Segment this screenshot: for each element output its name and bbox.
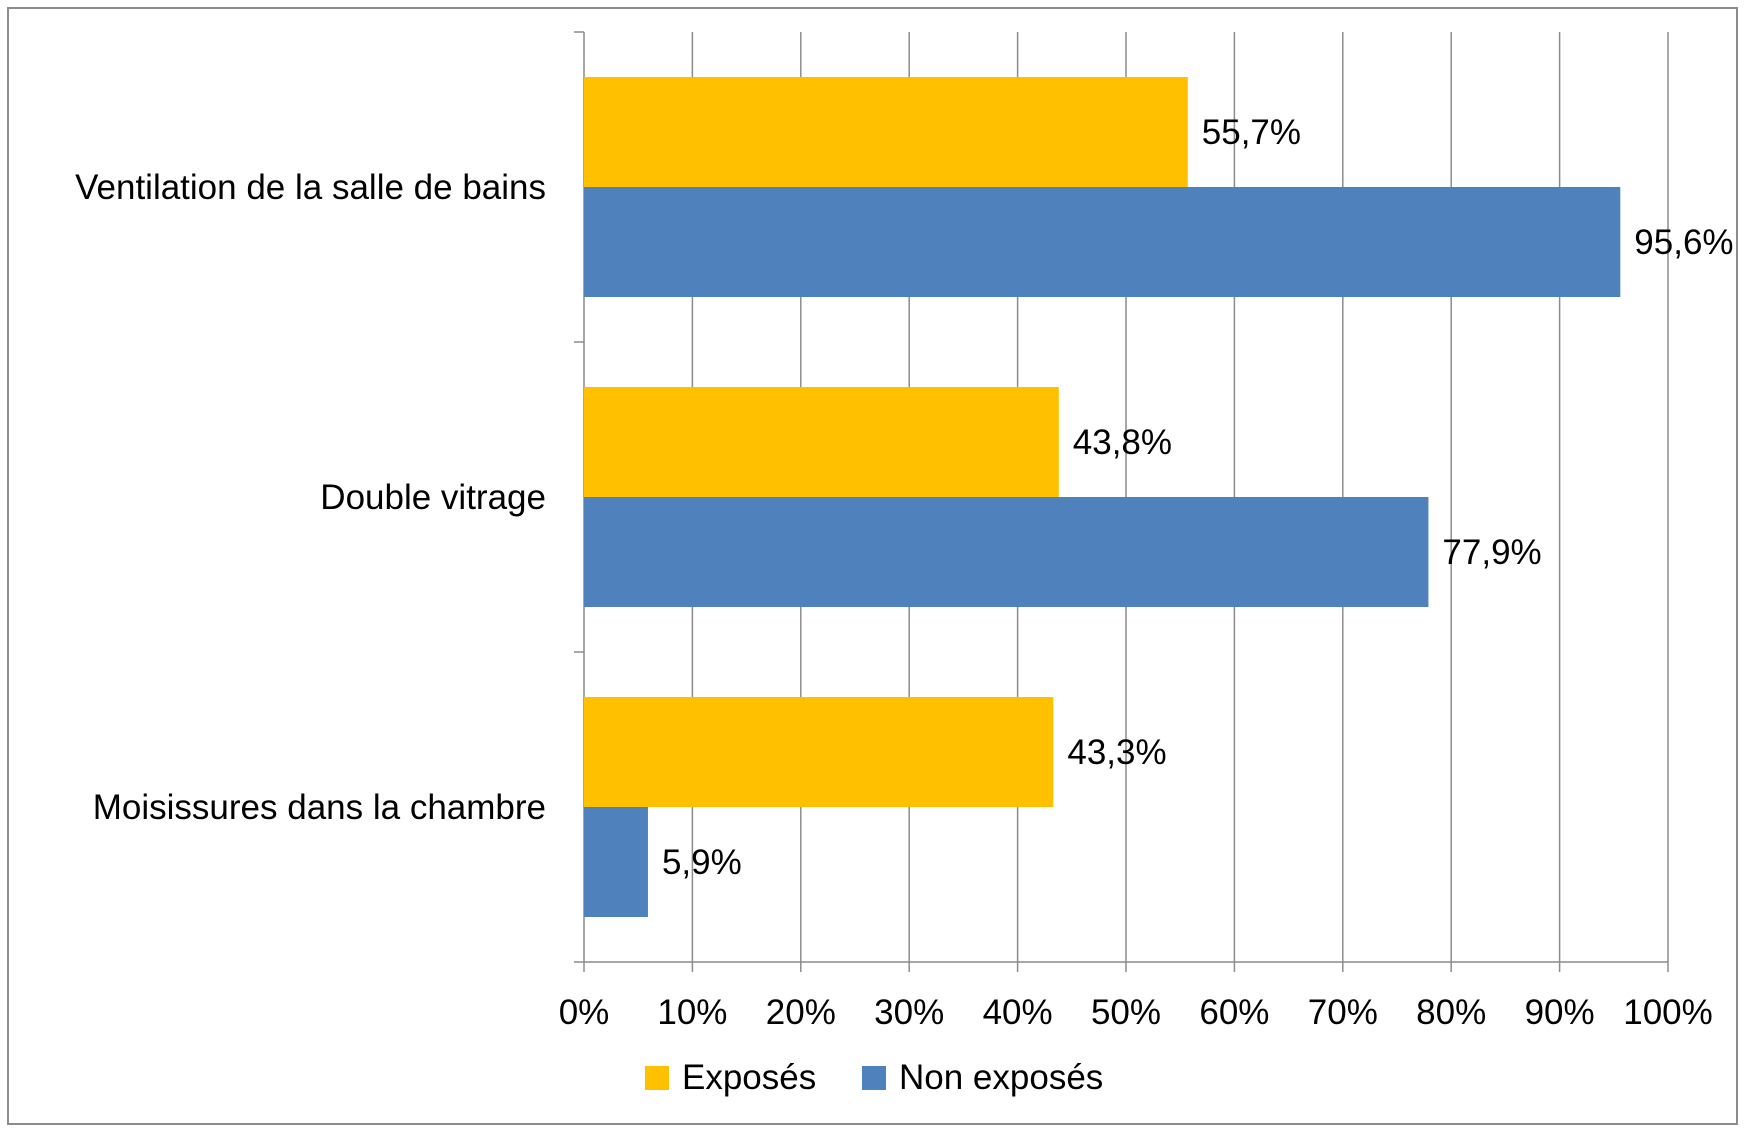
legend-swatch bbox=[862, 1066, 886, 1090]
category-label: Moisissures dans la chambre bbox=[93, 788, 546, 827]
bar-exposes bbox=[584, 387, 1059, 497]
category-label: Ventilation de la salle de bains bbox=[75, 168, 546, 207]
legend-swatch bbox=[645, 1066, 669, 1090]
x-tick-label: 100% bbox=[1623, 993, 1713, 1032]
bar-exposes bbox=[584, 77, 1188, 187]
x-tick-label: 40% bbox=[983, 993, 1053, 1032]
data-label: 77,9% bbox=[1442, 533, 1541, 572]
data-label: 55,7% bbox=[1202, 113, 1301, 152]
category-label: Double vitrage bbox=[320, 478, 546, 517]
legend-label: Non exposés bbox=[899, 1058, 1103, 1097]
x-tick-label: 10% bbox=[657, 993, 727, 1032]
data-label: 95,6% bbox=[1634, 223, 1733, 262]
x-tick-label: 30% bbox=[874, 993, 944, 1032]
bar-exposes bbox=[584, 697, 1054, 807]
x-tick-label: 50% bbox=[1091, 993, 1161, 1032]
bar-non-exposes bbox=[584, 497, 1429, 607]
data-label: 5,9% bbox=[662, 843, 742, 882]
x-tick-label: 20% bbox=[766, 993, 836, 1032]
x-tick-label: 70% bbox=[1308, 993, 1378, 1032]
x-tick-label: 80% bbox=[1416, 993, 1486, 1032]
data-label: 43,3% bbox=[1067, 733, 1166, 772]
x-tick-label: 60% bbox=[1199, 993, 1269, 1032]
x-tick-label: 0% bbox=[559, 993, 610, 1032]
bar-non-exposes bbox=[584, 807, 648, 917]
legend-label: Exposés bbox=[682, 1058, 816, 1097]
bar-non-exposes bbox=[584, 187, 1621, 297]
data-label: 43,8% bbox=[1073, 423, 1172, 462]
x-tick-label: 90% bbox=[1525, 993, 1595, 1032]
